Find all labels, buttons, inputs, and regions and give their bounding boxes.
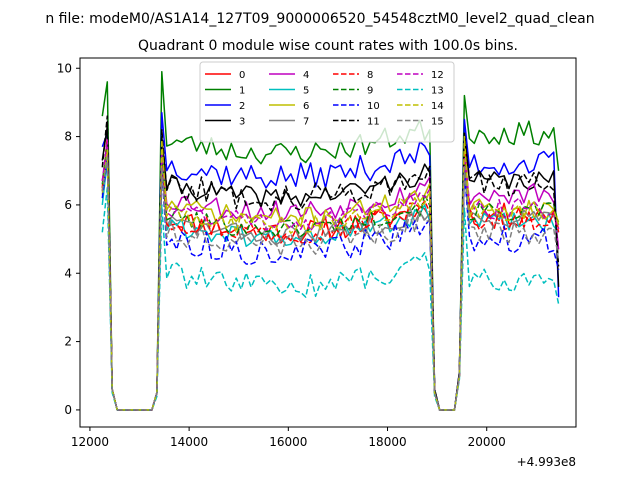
- series-layer: [101, 70, 560, 411]
- legend-entry-15: 15: [397, 117, 444, 128]
- series-line-7: [101, 152, 560, 411]
- legend-label: 15: [431, 117, 444, 128]
- y-tick-label: 10: [57, 61, 72, 75]
- series-line-4: [101, 146, 560, 411]
- legend-label: 0: [239, 70, 245, 81]
- series-line-12: [101, 139, 560, 411]
- legend-label: 10: [367, 101, 380, 112]
- series-line-2: [101, 111, 560, 411]
- legend-entry-7: 7: [269, 117, 309, 128]
- y-tick-label: 2: [64, 335, 72, 349]
- x-tick-label: 12000: [71, 435, 109, 449]
- legend-label: 8: [367, 70, 373, 81]
- series-line-15: [101, 156, 560, 411]
- legend-entry-3: 3: [205, 117, 245, 128]
- legend-entry-9: 9: [333, 86, 373, 97]
- legend-entry-14: 14: [397, 101, 444, 112]
- legend-label: 1: [239, 86, 245, 97]
- series-line-6: [101, 146, 560, 411]
- series-line-1: [101, 70, 560, 411]
- legend-label: 11: [367, 117, 380, 128]
- legend-label: 9: [367, 86, 373, 97]
- chart-title: Quadrant 0 module wise count rates with …: [138, 38, 518, 54]
- legend-label: 2: [239, 101, 245, 112]
- legend-entry-4: 4: [269, 70, 309, 81]
- series-line-9: [101, 142, 560, 411]
- series-line-11: [101, 115, 560, 411]
- series-line-13: [101, 187, 560, 411]
- series-line-14: [101, 135, 560, 411]
- x-tick-label: 16000: [269, 435, 307, 449]
- series-line-10: [101, 156, 560, 411]
- legend-label: 6: [303, 101, 309, 112]
- legend-box: [199, 61, 455, 143]
- legend-entry-1: 1: [205, 86, 245, 97]
- x-tick-label: 20000: [468, 435, 506, 449]
- y-tick-label: 8: [64, 130, 72, 144]
- series-line-8: [101, 139, 560, 411]
- x-offset-label: +4.993e8: [517, 455, 576, 469]
- figure-suptitle: n file: modeM0/AS1A14_127T09_9000006520_…: [45, 11, 594, 27]
- legend-entry-6: 6: [269, 101, 309, 112]
- y-tick-label: 4: [64, 266, 72, 280]
- legend-label: 12: [431, 70, 444, 81]
- y-tick-label: 0: [64, 403, 72, 417]
- legend-entry-11: 11: [333, 117, 380, 128]
- series-line-5: [101, 159, 560, 411]
- x-tick-label: 14000: [170, 435, 208, 449]
- axes-frame: [79, 57, 577, 428]
- y-tick-label: 6: [64, 198, 72, 212]
- legend-label: 4: [303, 70, 309, 81]
- x-tick-label: 18000: [368, 435, 406, 449]
- legend-entry-12: 12: [397, 70, 444, 81]
- legend-label: 3: [239, 117, 245, 128]
- legend-entry-5: 5: [269, 86, 309, 97]
- legend-label: 14: [431, 101, 444, 112]
- legend-label: 13: [431, 86, 444, 97]
- legend-label: 7: [303, 117, 309, 128]
- legend-entry-8: 8: [333, 70, 373, 81]
- legend-label: 5: [303, 86, 309, 97]
- legend-entry-13: 13: [397, 86, 444, 97]
- legend-entry-10: 10: [333, 101, 380, 112]
- legend-entry-2: 2: [205, 101, 245, 112]
- legend-entry-0: 0: [205, 70, 245, 81]
